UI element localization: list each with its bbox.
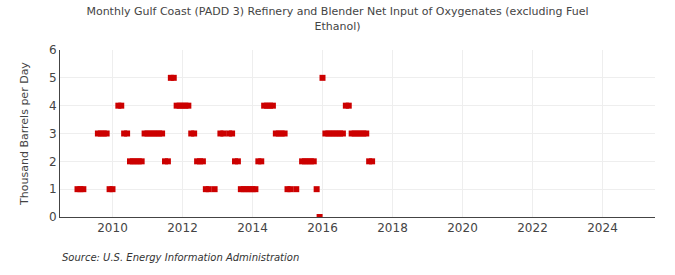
svg-text:3: 3 [49,127,57,141]
svg-text:0: 0 [49,210,57,224]
svg-text:2024: 2024 [587,221,618,235]
svg-text:2020: 2020 [447,221,478,235]
svg-text:2012: 2012 [167,221,198,235]
svg-text:Thousand Barrels per Day: Thousand Barrels per Day [18,62,31,206]
svg-text:2018: 2018 [377,221,408,235]
svg-text:2016: 2016 [307,221,338,235]
svg-text:4: 4 [49,99,57,113]
svg-text:6: 6 [49,43,57,57]
svg-text:2: 2 [49,155,57,169]
svg-text:2014: 2014 [237,221,268,235]
svg-text:2010: 2010 [97,221,128,235]
svg-text:2022: 2022 [517,221,548,235]
svg-text:Monthly Gulf Coast (PADD 3) Re: Monthly Gulf Coast (PADD 3) Refinery and… [86,5,588,32]
svg-text:Source: U.S. Energy Informatio: Source: U.S. Energy Information Administ… [62,252,299,263]
svg-text:1: 1 [49,182,57,196]
svg-text:5: 5 [49,71,57,85]
